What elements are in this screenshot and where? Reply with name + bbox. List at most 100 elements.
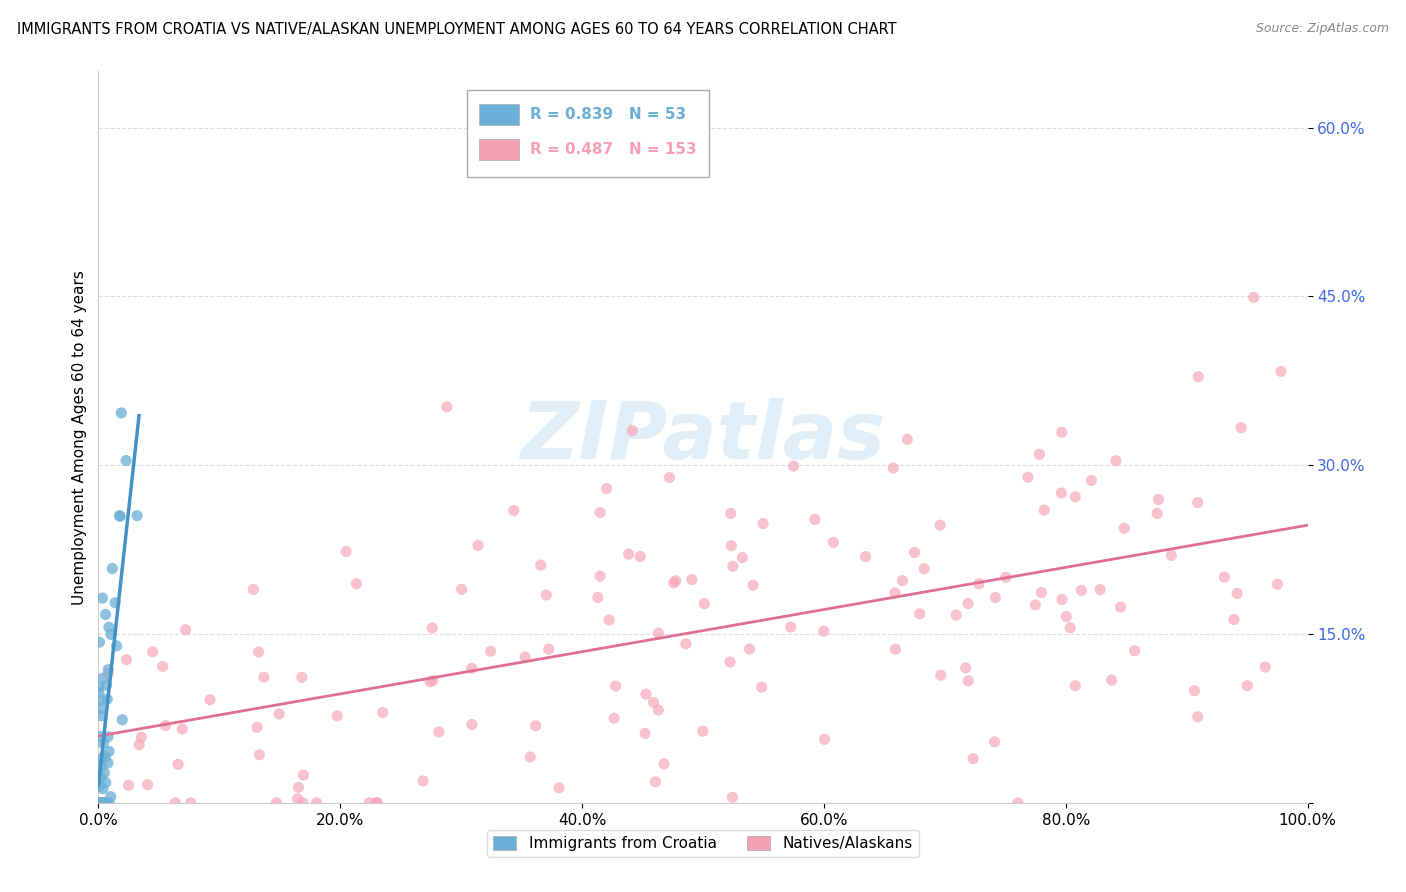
Point bbox=[94, 749, 117, 764]
Point bbox=[1254, 660, 1277, 674]
Point bbox=[1024, 598, 1046, 612]
Point bbox=[595, 482, 617, 496]
Point bbox=[955, 661, 977, 675]
Point bbox=[91, 591, 114, 605]
Point bbox=[1101, 673, 1123, 687]
Point bbox=[589, 506, 612, 520]
Point bbox=[1050, 592, 1073, 607]
Point bbox=[1270, 364, 1292, 378]
Point bbox=[291, 670, 314, 684]
Point bbox=[91, 796, 114, 810]
Point bbox=[87, 796, 110, 810]
Point bbox=[89, 796, 111, 810]
Point bbox=[945, 608, 967, 623]
Point bbox=[984, 591, 1007, 605]
Point bbox=[530, 558, 553, 572]
Point bbox=[782, 459, 804, 474]
Point bbox=[1054, 609, 1077, 624]
Text: ZIPatlas: ZIPatlas bbox=[520, 398, 886, 476]
Point bbox=[131, 731, 153, 745]
Point bbox=[882, 461, 904, 475]
Point bbox=[957, 673, 980, 688]
Point bbox=[804, 512, 827, 526]
Point bbox=[603, 711, 626, 725]
Point bbox=[721, 790, 744, 805]
Point bbox=[962, 752, 984, 766]
Point bbox=[101, 561, 124, 575]
Point bbox=[136, 778, 159, 792]
Point bbox=[98, 796, 121, 810]
Point bbox=[1059, 621, 1081, 635]
Point bbox=[87, 796, 110, 810]
Point bbox=[903, 545, 925, 559]
Point bbox=[326, 708, 349, 723]
Point bbox=[450, 582, 472, 597]
Point bbox=[152, 659, 174, 673]
Point bbox=[884, 586, 907, 600]
Point bbox=[1064, 490, 1087, 504]
Point bbox=[1064, 679, 1087, 693]
Point bbox=[1226, 586, 1249, 600]
Point bbox=[335, 544, 357, 558]
Point bbox=[1213, 570, 1236, 584]
Text: Source: ZipAtlas.com: Source: ZipAtlas.com bbox=[1256, 22, 1389, 36]
Point bbox=[110, 406, 132, 420]
Point bbox=[253, 670, 276, 684]
Point bbox=[813, 732, 835, 747]
Point bbox=[1080, 474, 1102, 488]
Point bbox=[644, 775, 666, 789]
FancyBboxPatch shape bbox=[479, 139, 519, 160]
Point bbox=[247, 645, 270, 659]
Point bbox=[419, 674, 441, 689]
Point bbox=[91, 751, 114, 765]
Point bbox=[174, 623, 197, 637]
Point bbox=[93, 796, 115, 810]
Point bbox=[94, 607, 117, 622]
Point bbox=[287, 780, 309, 795]
Point bbox=[97, 663, 120, 677]
Point bbox=[1230, 420, 1253, 434]
Point bbox=[90, 796, 112, 810]
Point bbox=[461, 661, 484, 675]
Point bbox=[1050, 425, 1073, 440]
Point bbox=[104, 596, 127, 610]
Point bbox=[738, 642, 761, 657]
Point bbox=[884, 642, 907, 657]
Point bbox=[366, 796, 388, 810]
Point bbox=[605, 679, 627, 693]
Point bbox=[647, 626, 669, 640]
Point bbox=[91, 796, 114, 810]
Point bbox=[90, 771, 112, 785]
Point bbox=[1031, 585, 1053, 599]
Point bbox=[366, 796, 388, 810]
Point bbox=[100, 789, 122, 804]
Point bbox=[1050, 486, 1073, 500]
Point bbox=[96, 692, 118, 706]
Point bbox=[89, 796, 111, 810]
Point bbox=[461, 717, 484, 731]
Point bbox=[165, 796, 187, 810]
Point bbox=[125, 508, 148, 523]
Point bbox=[97, 756, 120, 770]
FancyBboxPatch shape bbox=[467, 90, 709, 178]
Point bbox=[652, 756, 675, 771]
Point bbox=[1187, 710, 1209, 724]
Point bbox=[87, 796, 110, 810]
Point bbox=[536, 588, 558, 602]
Point bbox=[751, 680, 773, 694]
Point bbox=[90, 708, 112, 723]
Point bbox=[89, 635, 111, 649]
Point bbox=[908, 607, 931, 621]
Point bbox=[420, 621, 443, 635]
Text: R = 0.839   N = 53: R = 0.839 N = 53 bbox=[530, 107, 686, 122]
FancyBboxPatch shape bbox=[479, 104, 519, 125]
Point bbox=[141, 645, 163, 659]
Point bbox=[90, 701, 112, 715]
Point bbox=[1146, 507, 1168, 521]
Point bbox=[89, 779, 111, 793]
Point bbox=[198, 692, 221, 706]
Point bbox=[1028, 447, 1050, 461]
Point bbox=[100, 627, 122, 641]
Point bbox=[647, 703, 669, 717]
Point bbox=[436, 400, 458, 414]
